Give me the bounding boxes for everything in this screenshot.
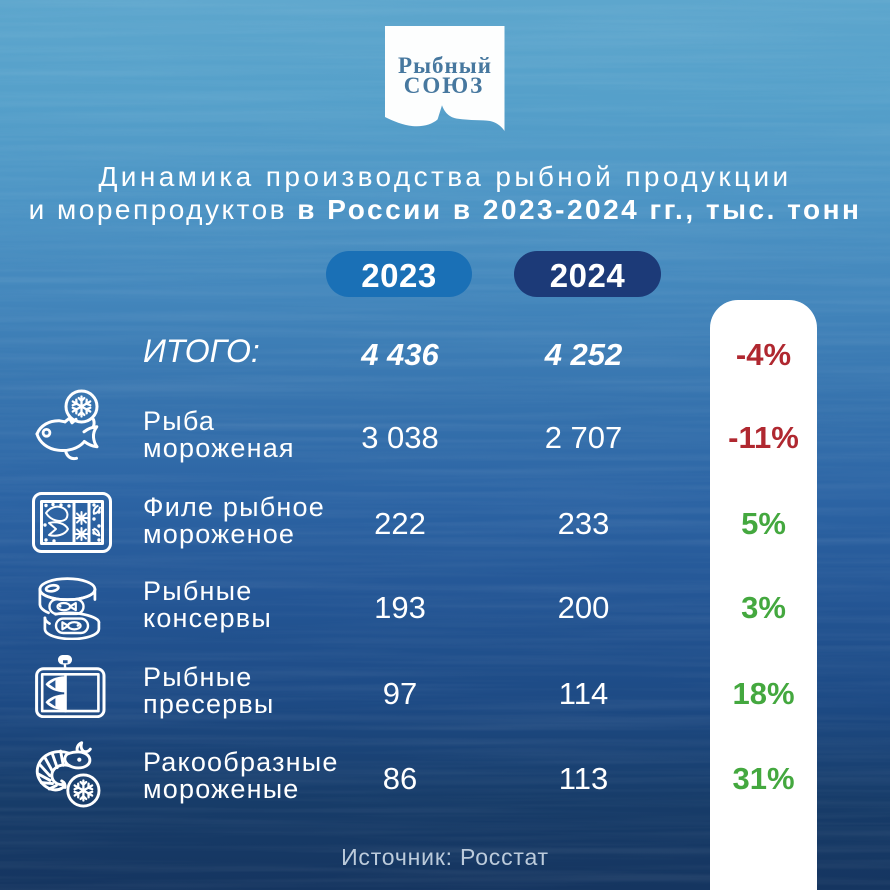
svg-text:СОЮЗ: СОЮЗ xyxy=(404,73,485,98)
svg-text:Рыбный: Рыбный xyxy=(398,53,492,78)
